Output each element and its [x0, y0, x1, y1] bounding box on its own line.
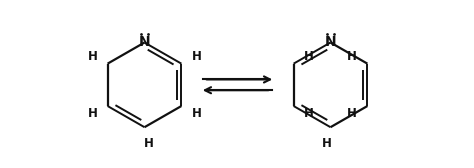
Text: H: H: [87, 107, 97, 120]
Text: H: H: [347, 50, 357, 63]
Text: N: N: [139, 35, 150, 50]
Text: H: H: [304, 107, 314, 120]
Text: H: H: [87, 50, 97, 63]
Text: H: H: [191, 107, 201, 120]
Text: N: N: [325, 35, 337, 50]
Text: H: H: [144, 137, 154, 150]
Text: H: H: [347, 107, 357, 120]
Text: H: H: [321, 137, 331, 150]
Text: H: H: [191, 50, 201, 63]
Text: H: H: [304, 50, 314, 63]
